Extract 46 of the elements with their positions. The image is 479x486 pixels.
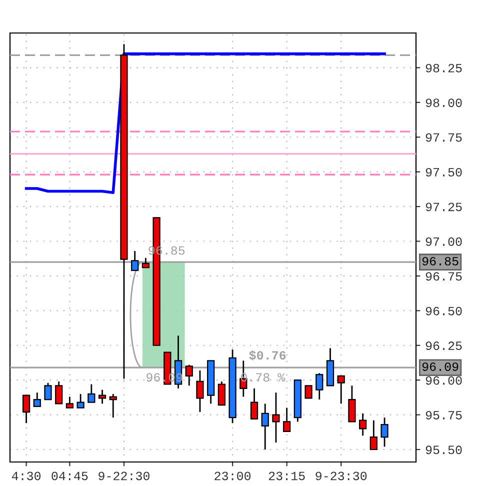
candlestick xyxy=(358,412,367,436)
ref-line-label: 96.85 xyxy=(422,256,458,266)
y-tick-label: 97.25 xyxy=(426,202,462,212)
candlestick xyxy=(98,389,106,404)
x-tick-label: 23:15 xyxy=(268,472,305,480)
candlestick xyxy=(218,380,226,406)
candlestick xyxy=(33,392,41,408)
y-tick-label: 98.25 xyxy=(426,64,462,72)
candlestick xyxy=(250,388,258,420)
x-tick-label: 23:00 xyxy=(214,472,251,480)
candlestick xyxy=(44,382,52,400)
candlestick xyxy=(109,393,117,418)
x-tick-label: 9-23:30 xyxy=(316,472,367,480)
y-tick-label: 96.25 xyxy=(426,342,462,350)
y-tick-label: 97.50 xyxy=(426,168,462,176)
candlestick xyxy=(76,393,84,409)
candlestick xyxy=(283,407,291,432)
candlestick xyxy=(348,384,356,422)
y-tick-label: 97.75 xyxy=(426,133,462,142)
y-tick-label: 95.50 xyxy=(426,446,462,454)
annotation: $0.76 xyxy=(249,350,286,360)
candlestick xyxy=(22,394,30,424)
candlestick xyxy=(261,402,269,450)
candlestick xyxy=(380,416,388,448)
x-tick-label: 9-22:30 xyxy=(98,472,150,480)
candlestick xyxy=(316,372,324,400)
candlestick xyxy=(272,392,280,444)
candlestick xyxy=(142,257,150,268)
candlestick xyxy=(55,380,63,404)
x-tick-label: 4:30 xyxy=(12,472,41,480)
candlestick xyxy=(66,396,74,409)
y-tick-label: 98.00 xyxy=(426,98,462,108)
y-tick-label: 97.00 xyxy=(426,237,462,246)
x-tick-label: 04:45 xyxy=(52,472,88,480)
y-tick-label: 96.00 xyxy=(426,376,462,385)
candlestick xyxy=(88,384,96,403)
ref-line-label: 96.09 xyxy=(422,362,458,371)
y-tick-label: 96.50 xyxy=(426,306,462,316)
candlestick xyxy=(337,375,345,404)
y-tick-label: 96.75 xyxy=(426,272,462,281)
candlestick xyxy=(185,364,193,386)
candlestick xyxy=(370,420,378,450)
y-tick-label: 95.75 xyxy=(426,410,462,420)
candlestick xyxy=(196,370,204,413)
candlestick xyxy=(131,250,139,272)
candlestick xyxy=(304,385,312,399)
